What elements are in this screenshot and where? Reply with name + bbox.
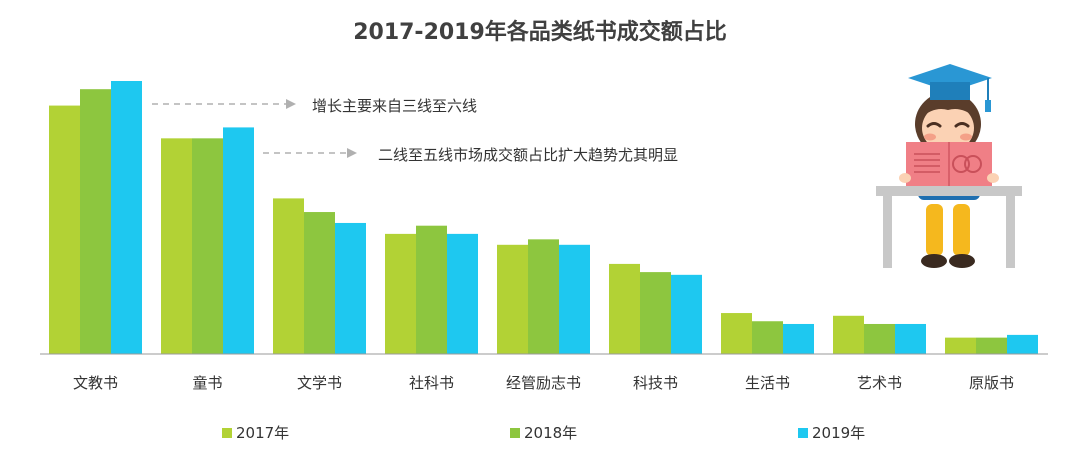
bar-chart: 文教书 童书 文学书 社科书 经管励志书 科技书 生活书 艺术书 原版书 xyxy=(40,64,1048,392)
bar-艺术书-2019年 xyxy=(895,323,926,354)
bar-生活书-2017年 xyxy=(721,313,752,354)
bar-经管励志书-2017年 xyxy=(497,244,528,354)
annotation-arrow-1 xyxy=(152,99,296,109)
bars-group xyxy=(49,81,1038,354)
bar-科技书-2018年 xyxy=(640,272,671,354)
x-tick-label: 文教书 xyxy=(73,374,118,392)
x-tick-label: 艺术书 xyxy=(857,374,902,392)
annotation-text-2: 二线至五线市场成交额占比扩大趋势尤其明显 xyxy=(378,146,679,164)
bar-生活书-2018年 xyxy=(752,321,783,354)
x-tick-label: 科技书 xyxy=(633,374,678,392)
bar-文学书-2018年 xyxy=(304,212,335,354)
bar-经管励志书-2019年 xyxy=(559,244,590,354)
bar-童书-2019年 xyxy=(223,127,254,354)
student-reading-book-icon xyxy=(876,64,1022,268)
x-tick-label: 文学书 xyxy=(297,374,342,392)
bar-科技书-2019年 xyxy=(671,274,702,354)
x-tick-label: 社科书 xyxy=(409,374,454,392)
x-tick-label: 童书 xyxy=(192,374,222,392)
legend-swatch-2017 xyxy=(222,427,232,438)
annotation-text-1: 增长主要来自三线至六线 xyxy=(312,97,478,115)
bar-社科书-2017年 xyxy=(385,233,416,354)
bar-文教书-2017年 xyxy=(49,105,80,354)
annotation-arrow-2 xyxy=(263,148,357,158)
x-tick-labels: 文教书 童书 文学书 社科书 经管励志书 科技书 生活书 艺术书 原版书 xyxy=(73,374,1014,392)
bar-原版书-2017年 xyxy=(945,337,976,354)
legend-item-2019: 2019年 xyxy=(798,422,865,443)
legend-label-2017: 2017年 xyxy=(236,424,290,442)
legend: 2017年 2018年 2019年 xyxy=(0,422,1080,444)
legend-item-2017: 2017年 xyxy=(222,422,289,443)
chart-title: 2017-2019年各品类纸书成交额占比 xyxy=(353,20,727,45)
legend-label-2019: 2019年 xyxy=(812,424,866,442)
legend-swatch-2019 xyxy=(798,427,808,438)
bar-文教书-2018年 xyxy=(80,89,111,354)
bar-文学书-2017年 xyxy=(273,198,304,354)
x-tick-label: 经管励志书 xyxy=(506,374,581,392)
bar-科技书-2017年 xyxy=(609,263,640,354)
legend-label-2018: 2018年 xyxy=(524,424,578,442)
bar-童书-2017年 xyxy=(161,138,192,354)
bar-社科书-2019年 xyxy=(447,233,478,354)
bar-原版书-2019年 xyxy=(1007,334,1038,354)
bar-艺术书-2017年 xyxy=(833,315,864,354)
x-tick-label: 原版书 xyxy=(969,374,1014,392)
legend-item-2018: 2018年 xyxy=(510,422,577,443)
bar-社科书-2018年 xyxy=(416,225,447,354)
bar-经管励志书-2018年 xyxy=(528,239,559,354)
x-tick-label: 生活书 xyxy=(745,374,790,392)
bar-艺术书-2018年 xyxy=(864,323,895,354)
bar-原版书-2018年 xyxy=(976,337,1007,354)
bar-文学书-2019年 xyxy=(335,222,366,354)
bar-文教书-2019年 xyxy=(111,81,142,354)
legend-swatch-2018 xyxy=(510,427,520,438)
bar-童书-2018年 xyxy=(192,138,223,354)
bar-生活书-2019年 xyxy=(783,323,814,354)
